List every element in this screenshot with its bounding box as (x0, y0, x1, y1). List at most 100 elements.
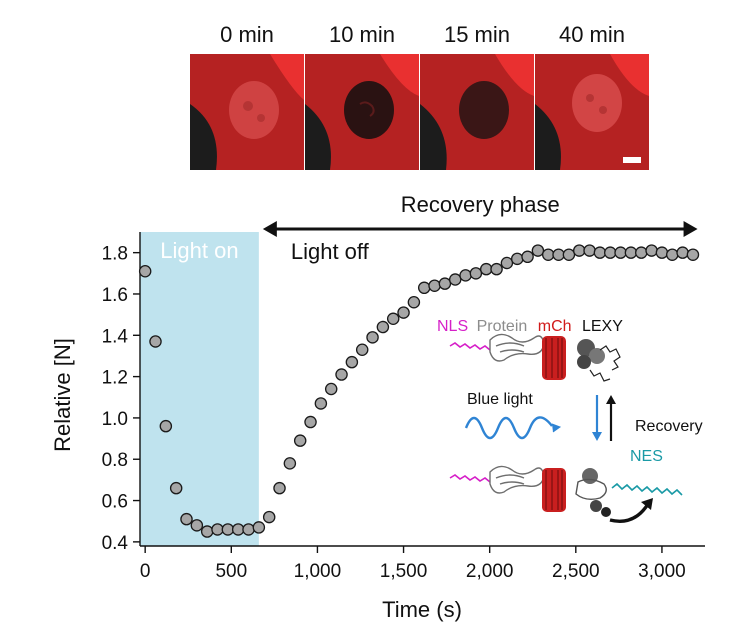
data-point (169, 481, 183, 495)
y-tick-label: 1.8 (102, 244, 128, 265)
data-point (438, 277, 452, 290)
x-tick-label: 500 (215, 561, 247, 582)
y-tick-label: 1.0 (102, 409, 128, 430)
data-point (138, 264, 152, 278)
molecule-dark-state (449, 333, 621, 382)
molecule-lit-state (449, 465, 683, 523)
x-tick-label: 2,500 (552, 561, 600, 582)
data-point (293, 434, 307, 447)
data-point (552, 248, 565, 261)
light-on-label: Light on (160, 238, 238, 263)
nls-peptide (449, 474, 491, 483)
y-tick-label: 0.4 (102, 533, 129, 554)
data-point (252, 521, 266, 534)
data-point (500, 256, 514, 270)
x-tick-label: 1,000 (294, 561, 342, 582)
data-point (355, 343, 369, 356)
y-tick-label: 0.6 (102, 492, 128, 513)
panel-label: 40 min (559, 22, 625, 47)
data-point (676, 246, 689, 259)
microscopy-panels: 0 min 10 min 15 min 40 min (190, 22, 649, 170)
scale-bar (623, 157, 641, 163)
x-tick-label: 1,500 (380, 561, 428, 582)
data-point (273, 481, 286, 495)
data-point (335, 368, 348, 381)
data-point (345, 355, 359, 369)
data-point (242, 523, 255, 536)
protein-domain (489, 465, 545, 494)
lexy-domain (577, 339, 621, 382)
data-point (686, 248, 700, 261)
protein-label: Protein (477, 318, 528, 335)
data-point (417, 281, 431, 295)
cell-image-0min (190, 54, 304, 170)
panel-label: 0 min (220, 22, 274, 47)
mch-label: mCh (538, 318, 572, 335)
data-point (221, 523, 235, 536)
data-point (624, 246, 638, 259)
data-point (314, 397, 328, 410)
panel-label: 15 min (444, 22, 510, 47)
data-point (614, 246, 627, 259)
data-point (231, 523, 245, 536)
data-point (541, 248, 555, 261)
chart: Light on 0 500 1,000 1,500 2,000 2,500 3,000 0… (50, 192, 705, 622)
data-point (448, 273, 462, 286)
x-tick-label: 0 (140, 561, 151, 582)
y-tick-label: 1.2 (102, 368, 128, 389)
x-axis: 0 500 1,000 1,500 2,000 2,500 3,000 (140, 545, 705, 582)
data-point (324, 382, 338, 396)
data-point (490, 262, 503, 276)
data-point (459, 269, 472, 282)
recovery-phase-arrow (262, 221, 698, 237)
data-point (407, 295, 421, 309)
data-point (479, 262, 493, 276)
data-point (159, 419, 173, 433)
blue-light-wave (464, 416, 553, 440)
data-point (655, 246, 669, 259)
data-point (645, 244, 658, 257)
data-point (428, 279, 441, 292)
y-axis-label: Relative [N] (50, 338, 75, 452)
data-point (200, 525, 214, 538)
blue-light-label: Blue light (467, 391, 533, 408)
data-point (583, 244, 596, 257)
nes-peptide (611, 482, 683, 496)
y-tick-label: 1.4 (102, 326, 129, 347)
data-point (510, 252, 524, 266)
data-point (531, 244, 545, 257)
inset-schematic: NLS Protein mCh LEXY Blue (437, 318, 703, 523)
data-point (262, 510, 276, 524)
x-axis-label: Time (s) (382, 597, 462, 622)
cell-image-40min (535, 54, 649, 170)
x-tick-label: 3,000 (638, 561, 686, 582)
x-tick-label: 2,000 (466, 561, 514, 582)
nls-label: NLS (437, 318, 468, 335)
data-point (666, 248, 679, 261)
y-tick-label: 0.8 (102, 450, 128, 471)
panel-label: 10 min (329, 22, 395, 47)
data-point (635, 246, 648, 259)
light-off-label: Light off (291, 239, 370, 264)
data-point (211, 523, 224, 536)
data-point (593, 246, 607, 259)
svg-text:NLS Protein mCh: NLS Protein mCh LEXY (437, 318, 623, 335)
data-point (190, 519, 204, 532)
protein-domain (489, 333, 545, 362)
lexy-domain (575, 468, 611, 517)
nls-peptide (449, 342, 491, 351)
data-point (180, 512, 193, 526)
data-point (469, 267, 483, 280)
nes-label: NES (630, 448, 663, 465)
data-point (149, 335, 162, 348)
conformation-arrow (609, 503, 650, 523)
light-on-region (140, 232, 259, 546)
data-point (366, 331, 379, 344)
mcherry-barrel (542, 336, 566, 380)
mcherry-barrel (542, 468, 566, 512)
y-tick-label: 1.6 (102, 285, 128, 306)
data-point (562, 248, 576, 261)
data-point (521, 250, 534, 264)
recovery-label: Recovery (635, 418, 703, 435)
cell-image-10min (305, 54, 419, 170)
